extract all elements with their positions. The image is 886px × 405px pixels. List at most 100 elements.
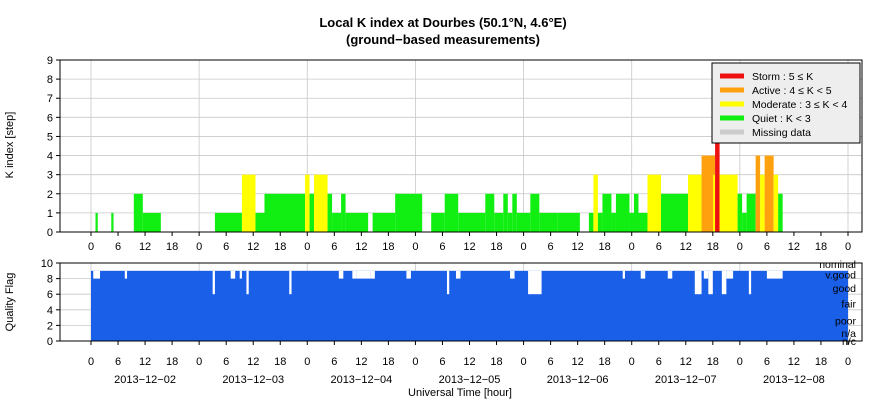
- quality-x-tick-label: 0: [196, 356, 202, 368]
- quality-x-tick-label: 12: [355, 356, 367, 368]
- quality-dip: [352, 270, 357, 279]
- k-bar: [633, 193, 639, 232]
- k-x-tick-label: 18: [707, 241, 719, 253]
- k-x-tick-label: 18: [815, 241, 827, 253]
- k-bar: [309, 193, 315, 232]
- k-x-tick-label: 0: [737, 241, 743, 253]
- quality-dip: [694, 270, 702, 295]
- k-y-tick-label: 9: [47, 55, 53, 67]
- k-bar: [431, 212, 445, 232]
- quality-dip: [622, 270, 625, 279]
- k-bar: [95, 212, 98, 232]
- k-bar: [593, 174, 598, 232]
- quality-x-tick-label: 6: [656, 356, 662, 368]
- quality-day-label: 2013−12−08: [763, 374, 825, 386]
- legend-label: Missing data: [752, 127, 811, 139]
- k-y-tick-label: 5: [47, 131, 53, 143]
- quality-plot-frame: [59, 262, 863, 342]
- quality-x-tick-label: 0: [629, 356, 635, 368]
- quality-x-tick-label: 0: [88, 356, 94, 368]
- k-bar: [327, 193, 333, 232]
- quality-dip: [748, 270, 752, 295]
- k-bar: [701, 155, 716, 232]
- k-bar: [345, 212, 369, 232]
- quality-day-label: 2013−12−07: [655, 374, 717, 386]
- k-x-tick-label: 12: [680, 241, 692, 253]
- k-bar: [458, 212, 486, 232]
- legend-label: Active : 4 ≤ K < 5: [752, 85, 832, 97]
- quality-dip: [667, 270, 673, 279]
- quality-dip: [124, 270, 128, 279]
- quality-dip: [246, 270, 249, 295]
- k-bar: [715, 126, 720, 232]
- k-x-tick-label: 6: [115, 241, 121, 253]
- quality-x-tick-label: 18: [382, 356, 394, 368]
- quality-dip: [455, 270, 461, 279]
- k-bar: [778, 193, 783, 232]
- k-bar: [755, 155, 761, 232]
- k-bar: [719, 174, 738, 232]
- quality-x-tick-label: 12: [572, 356, 584, 368]
- k-y-tick-label: 0: [47, 227, 53, 239]
- quality-day-label: 2013−12−03: [222, 374, 284, 386]
- quality-level-label: poor: [835, 316, 857, 328]
- k-x-tick-label: 6: [439, 241, 445, 253]
- quality-x-tick-label: 0: [521, 356, 527, 368]
- quality-dip: [356, 270, 371, 279]
- k-y-tick-label: 8: [47, 74, 53, 86]
- k-x-tick-label: 12: [247, 241, 259, 253]
- k-bar: [444, 193, 459, 232]
- quality-x-tick-label: 6: [439, 356, 445, 368]
- quality-dip: [528, 270, 542, 295]
- quality-x-tick-label: 18: [707, 356, 719, 368]
- quality-x-tick-label: 18: [274, 356, 286, 368]
- quality-dip: [212, 270, 215, 295]
- quality-x-tick-label: 18: [815, 356, 827, 368]
- k-bar: [615, 193, 630, 232]
- k-bar: [512, 193, 517, 232]
- quality-x-tick-label: 6: [115, 356, 121, 368]
- k-bar: [742, 212, 747, 232]
- k-x-tick-label: 18: [166, 241, 178, 253]
- k-x-tick-label: 6: [764, 241, 770, 253]
- legend-label: Moderate : 3 ≤ K < 4: [752, 99, 848, 111]
- k-x-tick-label: 0: [196, 241, 202, 253]
- quality-dip: [289, 270, 292, 295]
- k-bar: [111, 212, 114, 232]
- k-bar: [142, 212, 161, 232]
- k-bar: [516, 212, 531, 232]
- k-y-tick-label: 3: [47, 170, 53, 182]
- quality-x-tick-label: 12: [463, 356, 475, 368]
- legend-label: Storm : 5 ≤ K: [752, 71, 813, 83]
- chart-subtitle: (ground−based measurements): [346, 32, 540, 47]
- quality-dip: [446, 270, 450, 295]
- k-bar: [688, 174, 702, 232]
- quality-x-tick-label: 12: [247, 356, 259, 368]
- quality-dip: [370, 270, 375, 279]
- k-bar: [773, 174, 779, 232]
- quality-dip: [93, 270, 101, 279]
- legend: Storm : 5 ≤ K Active : 4 ≤ K < 5 Moderate …: [711, 62, 861, 144]
- quality-x-tick-label: 18: [599, 356, 611, 368]
- chart-title: Local K index at Dourbes (50.1°N, 4.6°E): [319, 15, 566, 30]
- k-bar: [341, 193, 346, 232]
- k-x-tick-label: 12: [572, 241, 584, 253]
- k-x-tick-label: 6: [331, 241, 337, 253]
- quality-dip: [510, 270, 515, 279]
- k-x-tick-label: 18: [490, 241, 502, 253]
- quality-x-tick-label: 12: [139, 356, 151, 368]
- k-bar: [638, 212, 648, 232]
- quality-day-label: 2013−12−02: [114, 374, 176, 386]
- k-bar: [764, 155, 774, 232]
- quality-dip: [338, 270, 344, 279]
- quality-x-tick-label: 6: [764, 356, 770, 368]
- quality-y-tick-label: 6: [47, 289, 53, 301]
- quality-y-tick-label: 2: [47, 320, 53, 332]
- legend-label: Quiet : K < 3: [752, 113, 811, 125]
- k-bar: [737, 193, 743, 232]
- quality-y-tick-label: 4: [47, 305, 53, 317]
- quality-level-label: n/c: [842, 336, 856, 348]
